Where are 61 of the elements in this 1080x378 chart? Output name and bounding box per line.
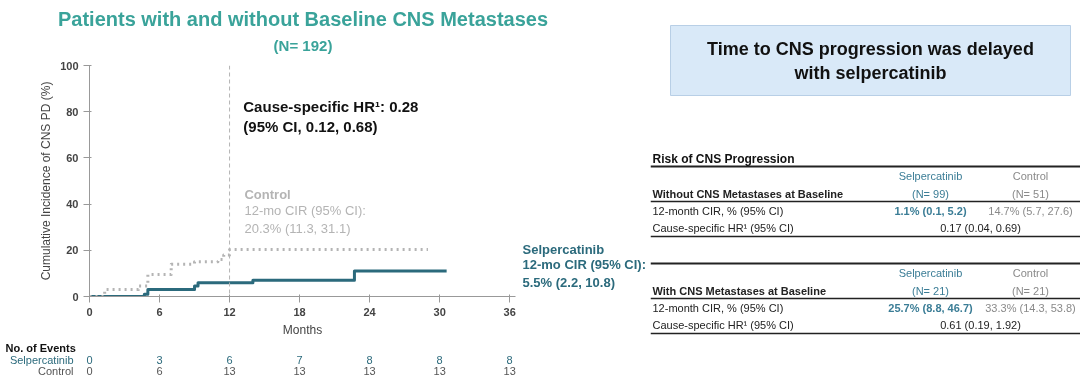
text: Control: [1012, 266, 1049, 279]
text: 0: [86, 353, 93, 366]
text: 7: [296, 353, 303, 366]
text: Control: [38, 364, 74, 377]
y-tick-label: 60: [66, 151, 79, 164]
text: 3: [156, 353, 163, 366]
text: Risk of CNS Progression: [652, 151, 795, 166]
text: 6: [226, 353, 233, 366]
text: Without CNS Metastases at Baseline: [652, 187, 844, 200]
text: 8: [506, 353, 513, 366]
text: 0.17 (0.04, 0.69): [940, 221, 1021, 234]
text: 13: [223, 364, 236, 377]
text: With CNS Metastases at Baseline: [652, 284, 827, 297]
text: 0.61 (0.19, 1.92): [940, 318, 1021, 331]
x-tick-label: 0: [86, 305, 93, 318]
y-tick-label: 0: [72, 290, 79, 303]
text: Time to CNS progression was delayed with selpercatinib: [707, 38, 1034, 83]
text: 8: [366, 353, 373, 366]
annotation: 12-mo CIR (95% CI): 20.3% (11.3, 31.1): [244, 202, 366, 236]
text: 14.7% (5.7, 27.6): [988, 204, 1073, 217]
y-tick-label: 100: [60, 59, 79, 72]
text: (N= 21): [912, 284, 950, 297]
x-axis-title: Months: [282, 322, 323, 337]
y-tick-label: 40: [66, 198, 79, 211]
text: Cause-specific HR¹ (95% CI): [652, 318, 794, 331]
x-tick-label: 24: [363, 305, 377, 318]
text: (N= 21): [1012, 284, 1050, 297]
text: 25.7% (8.8, 46.7): [888, 301, 974, 314]
y-tick-label: 20: [66, 244, 79, 257]
text: 8: [436, 353, 443, 366]
x-tick-label: 30: [433, 305, 446, 318]
text: 13: [433, 364, 446, 377]
chart-subtitle: (N= 192): [273, 37, 333, 54]
x-tick-label: 36: [503, 305, 516, 318]
text: 12-month CIR, % (95% CI): [652, 301, 784, 314]
text: 13: [503, 364, 516, 377]
text: 12-mo CIR (95% CI): 5.5% (2.2, 10.8): [522, 257, 647, 291]
text: Selpercatinib: [9, 353, 74, 366]
text: Selpercatinib: [898, 169, 963, 182]
text: (N= 51): [1012, 187, 1050, 200]
text: 13: [363, 364, 376, 377]
annotation: Cause-specific HR¹: 0.28 (95% CI, 0.12, 0.68): [243, 97, 419, 136]
chart-title: Patients with and without Baseline CNS Metastases: [57, 7, 549, 30]
text: Control: [1012, 169, 1049, 182]
y-tick-label: 80: [66, 105, 79, 118]
text: 6: [156, 364, 163, 377]
x-tick-label: 6: [156, 305, 163, 318]
text: 0: [86, 364, 93, 377]
text: 1.1% (0.1, 5.2): [894, 204, 967, 217]
x-tick-label: 18: [293, 305, 306, 318]
text: 13: [293, 364, 306, 377]
text: 33.3% (14.3, 53.8): [985, 301, 1076, 314]
text: Cause-specific HR¹ (95% CI): [652, 221, 794, 234]
text: Control: [244, 187, 291, 203]
text: Selpercatinib: [898, 266, 963, 279]
y-axis-title: Cumulative Incidence of CNS PD (%): [39, 81, 54, 281]
text: (N= 99): [912, 187, 950, 200]
text: 12-month CIR, % (95% CI): [652, 204, 784, 217]
text: No. of Events: [5, 341, 76, 354]
x-tick-label: 12: [223, 305, 236, 318]
text: Selpercatinib: [522, 241, 605, 257]
